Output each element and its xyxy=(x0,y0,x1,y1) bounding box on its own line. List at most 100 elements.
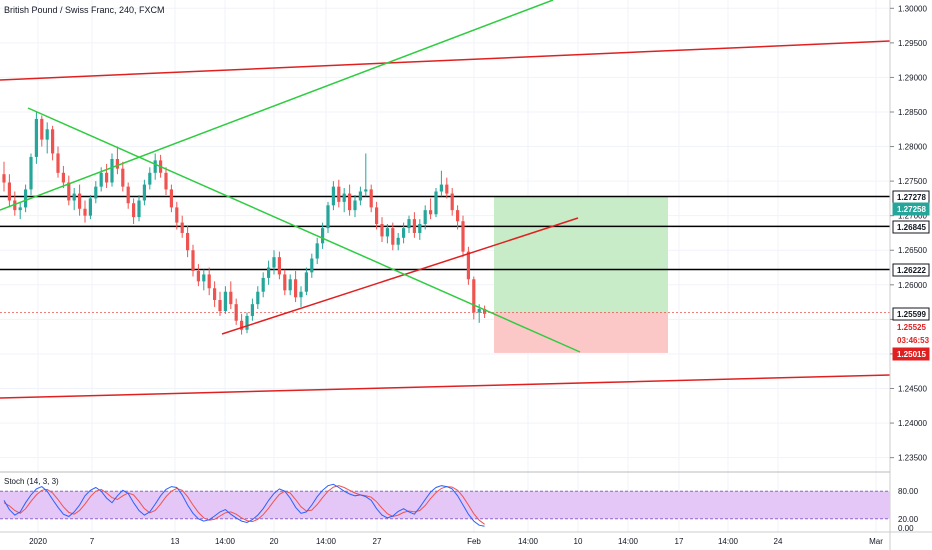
price-marker-box xyxy=(892,333,930,347)
candle xyxy=(466,246,470,285)
candle-body xyxy=(45,129,49,140)
candle xyxy=(277,251,281,280)
candle-body xyxy=(202,274,206,282)
candle xyxy=(29,153,33,195)
candle xyxy=(456,205,460,230)
price-marker-box xyxy=(892,307,930,321)
candle-body xyxy=(439,184,443,192)
candle xyxy=(375,201,379,230)
candle-body xyxy=(142,184,146,201)
candle-body xyxy=(234,304,238,321)
position-zones xyxy=(494,196,668,353)
candle-body xyxy=(191,250,195,271)
candle-body xyxy=(472,279,476,313)
stoch-band xyxy=(0,491,890,519)
candle xyxy=(223,286,227,314)
price-marker-label: 1.26222 xyxy=(897,266,926,275)
candle-body xyxy=(272,257,276,268)
falling-green-line xyxy=(27,107,581,353)
stoch-k-line xyxy=(3,483,485,527)
candle-body xyxy=(18,207,22,211)
candle xyxy=(115,146,119,175)
time-tick-label: 14:00 xyxy=(718,537,739,546)
price-axis-markers: 1.27278 1.27258 1.26845 1.26222 1.25599 1.255… xyxy=(892,190,930,361)
candle xyxy=(326,201,330,233)
candle xyxy=(24,184,28,213)
candle xyxy=(132,198,136,224)
candle xyxy=(121,161,125,192)
candle-body xyxy=(261,277,265,292)
candle xyxy=(34,111,38,164)
candle-body xyxy=(56,153,60,173)
candle xyxy=(342,188,346,213)
candle xyxy=(234,298,238,325)
candle xyxy=(267,260,271,285)
candle xyxy=(321,222,325,249)
candle-body xyxy=(418,223,422,233)
candle xyxy=(245,312,249,334)
candle-body xyxy=(126,186,130,204)
candle xyxy=(105,163,109,189)
candle xyxy=(385,223,389,244)
candle-body xyxy=(153,160,157,173)
candle-body xyxy=(402,228,406,238)
candle xyxy=(380,217,384,242)
price-marker: 1.25015 xyxy=(892,347,930,361)
candle-body xyxy=(110,158,114,183)
candle-body xyxy=(148,172,152,185)
candle xyxy=(304,267,308,296)
candle xyxy=(331,181,335,211)
candle xyxy=(288,274,292,296)
candle xyxy=(369,184,373,213)
time-tick-label: 17 xyxy=(675,537,684,546)
stoch-tick-label: 80.00 xyxy=(898,487,919,496)
candle-body xyxy=(218,300,222,312)
time-tick-label: Feb xyxy=(467,537,481,546)
candle xyxy=(18,201,22,220)
candle xyxy=(110,153,114,187)
time-tick-label: Mar xyxy=(869,537,883,546)
loss-zone xyxy=(494,312,668,353)
candle xyxy=(218,291,222,316)
candle-body xyxy=(51,129,55,154)
candle-body xyxy=(434,191,438,215)
horizontal-levels xyxy=(0,195,890,271)
candle-body xyxy=(2,174,6,183)
price-marker-box xyxy=(892,320,930,334)
candle xyxy=(137,194,141,222)
candle xyxy=(88,194,92,220)
price-marker: 1.25599 xyxy=(892,307,930,321)
candle-body xyxy=(304,272,308,292)
price-tick-label: 1.23500 xyxy=(898,454,927,463)
candle-body xyxy=(7,182,11,201)
candle-body xyxy=(385,228,389,237)
candle-body xyxy=(277,257,281,275)
time-tick-label: 14:00 xyxy=(618,537,639,546)
chart-title: British Pound / Swiss Franc, 240, FXCM xyxy=(4,5,165,15)
price-tick-label: 1.26500 xyxy=(898,246,927,255)
candle-body xyxy=(358,191,362,201)
rising-support-line xyxy=(221,217,579,335)
price-marker: 1.26222 xyxy=(892,263,930,277)
candle-body xyxy=(483,309,487,314)
candle xyxy=(148,167,152,190)
candle xyxy=(272,250,276,275)
price-tick-label: 1.27000 xyxy=(898,212,927,221)
candle xyxy=(337,179,341,208)
candle xyxy=(180,215,184,238)
price-marker: 1.27278 xyxy=(892,190,930,204)
candle-body xyxy=(288,279,292,291)
price-marker-box xyxy=(892,347,930,361)
candle xyxy=(67,175,71,206)
candle-body xyxy=(132,203,136,218)
time-tick-label: 10 xyxy=(574,537,583,546)
stoch-label: Stoch (14, 3, 3) xyxy=(4,477,59,486)
time-tick-label: 14:00 xyxy=(518,537,539,546)
candle xyxy=(51,125,55,161)
candle-body xyxy=(348,193,352,211)
price-marker: 1.27258 xyxy=(892,202,930,216)
candle-body xyxy=(256,291,260,305)
price-marker: 03:46:53 xyxy=(892,333,930,347)
candle xyxy=(310,253,314,278)
